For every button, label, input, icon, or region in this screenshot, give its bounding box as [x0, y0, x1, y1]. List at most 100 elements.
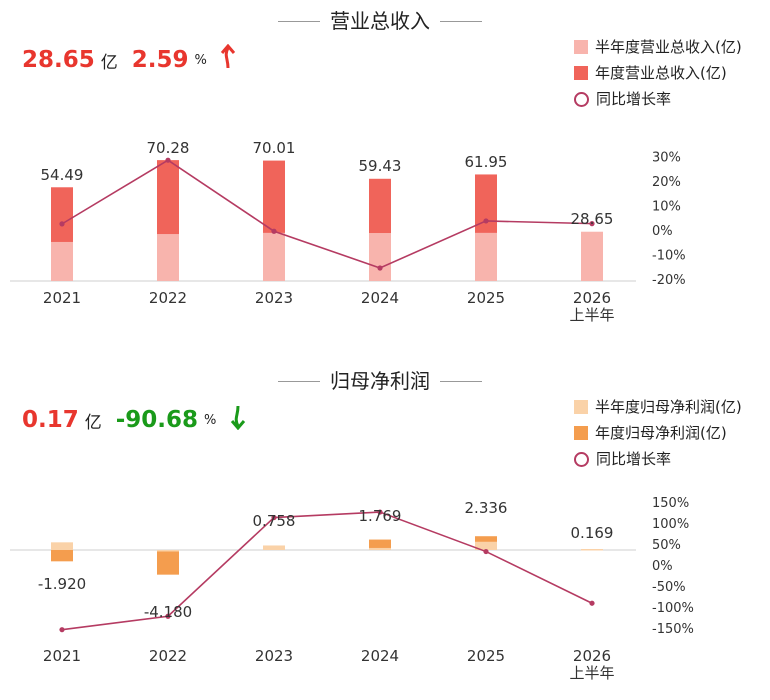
- right-axis-tick-label: 30%: [652, 151, 681, 166]
- x-tick-sublabel: 上半年: [569, 664, 614, 682]
- legend-label: 同比增长率: [596, 90, 672, 108]
- right-axis-tick-label: -150%: [652, 622, 694, 637]
- data-label-2021: 54.49: [41, 166, 84, 184]
- data-label-2024: 1.769: [359, 507, 402, 525]
- growth-point-2025: [483, 218, 489, 224]
- data-label-2022: -4.180: [144, 603, 192, 621]
- data-label-2026: 28.65: [571, 210, 614, 228]
- profit-headline-pct-unit: %: [204, 412, 217, 428]
- revenue-headline: 28.65 亿 2.59%: [22, 43, 236, 80]
- legend-item-yoy-growth[interactable]: 同比增长率: [574, 86, 742, 112]
- x-tick-label: 2022: [149, 647, 187, 665]
- growth-point-2024: [377, 265, 383, 271]
- profit-headline-unit: 亿: [84, 412, 102, 433]
- x-tick-label: 2026: [573, 289, 611, 307]
- bar-half-year-2022: [157, 550, 179, 552]
- bar-half-year-2024: [369, 547, 391, 550]
- data-label-2022: 70.28: [147, 139, 190, 157]
- legend-item-annual-revenue[interactable]: 年度营业总收入(亿): [574, 60, 742, 86]
- profit-panel: 归母净利润 0.17 亿 -90.68% 半年度归母净利润(亿) 年度归母净利润(亿…: [0, 360, 770, 700]
- profit-legend: 半年度归母净利润(亿) 年度归母净利润(亿) 同比增长率: [574, 394, 742, 472]
- data-label-2025: 2.336: [465, 499, 508, 517]
- growth-point-2024: [377, 509, 383, 515]
- right-axis-tick-label: -10%: [652, 249, 686, 264]
- legend-swatch: [574, 400, 588, 414]
- legend-label: 半年度营业总收入(亿): [595, 38, 742, 56]
- profit-chart-title: 归母净利润: [330, 369, 430, 393]
- bar-half-year-2025: [475, 232, 497, 281]
- growth-point-2021: [59, 221, 65, 227]
- x-tick-label: 2023: [255, 647, 293, 665]
- right-axis-tick-label: 150%: [652, 496, 689, 511]
- right-axis-tick-label: 50%: [652, 538, 681, 553]
- x-tick-label: 2024: [361, 647, 399, 665]
- revenue-headline-unit: 亿: [100, 52, 118, 73]
- data-label-2023: 70.01: [253, 139, 296, 157]
- revenue-panel: 营业总收入 28.65 亿 2.59% 半年度营业总收入(亿) 年度营业总收入(亿)…: [10, 9, 742, 324]
- legend-item-half-year-revenue[interactable]: 半年度营业总收入(亿): [574, 34, 742, 60]
- growth-point-2026: [589, 600, 595, 606]
- profit-headline-value: 0.17: [22, 407, 79, 433]
- bar-annual-2024: [369, 539, 391, 550]
- bar-half-year-2023: [263, 232, 285, 281]
- right-axis-tick-label: 0%: [652, 559, 673, 574]
- revenue-chart-title: 营业总收入: [330, 9, 430, 33]
- legend-swatch: [574, 426, 588, 440]
- revenue-chart: 54.49 70.28 70.01 59.43 61.95 28.65 2021 2022 20…: [10, 139, 686, 324]
- growth-point-2026: [589, 221, 595, 227]
- bar-half-year-2023: [263, 545, 285, 550]
- profit-title-wrap: 归母净利润: [270, 366, 490, 396]
- x-tick-label: 2026: [573, 647, 611, 665]
- legend-item-half-year-profit[interactable]: 半年度归母净利润(亿): [574, 394, 742, 420]
- bar-half-year-2026: [581, 231, 603, 281]
- bar-annual-2021: [51, 550, 73, 562]
- x-tick-label: 2025: [467, 289, 505, 307]
- legend-item-yoy-growth[interactable]: 同比增长率: [574, 446, 742, 472]
- x-tick-label: 2025: [467, 647, 505, 665]
- right-axis-tick-label: 100%: [652, 517, 689, 532]
- data-label-2026: 0.169: [571, 524, 614, 542]
- growth-point-2023: [271, 228, 277, 234]
- bar-half-year-2026: [581, 549, 603, 551]
- growth-line: [61, 159, 593, 269]
- title-rule-left: [278, 21, 320, 22]
- x-tick-label: 2021: [43, 289, 81, 307]
- bar-annual-2022: [157, 550, 179, 575]
- right-axis-tick-label: -20%: [652, 273, 686, 288]
- trend-up-arrow-icon: [220, 43, 236, 76]
- data-label-2025: 61.95: [465, 153, 508, 171]
- title-rule-right: [440, 381, 482, 382]
- right-axis-tick-label: 10%: [652, 200, 681, 215]
- bar-half-year-2025: [475, 541, 497, 550]
- growth-point-2022: [165, 157, 171, 163]
- legend-label: 同比增长率: [596, 450, 672, 468]
- x-tick-label: 2021: [43, 647, 81, 665]
- data-label-2024: 59.43: [359, 157, 402, 175]
- legend-circle-icon: [574, 92, 589, 107]
- growth-point-2021: [59, 627, 65, 633]
- legend-swatch: [574, 40, 588, 54]
- legend-label: 年度归母净利润(亿): [595, 424, 727, 442]
- bar-half-year-2024: [369, 233, 391, 281]
- growth-line: [61, 511, 593, 631]
- x-tick-label: 2023: [255, 289, 293, 307]
- trend-down-arrow-icon: [230, 404, 246, 436]
- revenue-headline-pct-unit: %: [194, 52, 207, 68]
- x-tick-label: 2024: [361, 289, 399, 307]
- growth-point-2023: [271, 514, 277, 521]
- right-axis-tick-label: -50%: [652, 580, 686, 595]
- bar-half-year-2021: [51, 241, 73, 281]
- legend-label: 半年度归母净利润(亿): [595, 398, 742, 416]
- revenue-headline-pct: 2.59: [131, 47, 189, 73]
- right-axis-tick-label: 0%: [652, 224, 673, 239]
- profit-headline-pct: -90.68: [115, 407, 199, 433]
- bar-half-year-2022: [157, 234, 179, 281]
- legend-label: 年度营业总收入(亿): [595, 64, 727, 82]
- growth-point-2022: [165, 613, 171, 619]
- growth-point-2025: [483, 548, 489, 555]
- revenue-headline-value: 28.65: [22, 47, 95, 73]
- title-rule-left: [278, 381, 320, 382]
- title-rule-right: [440, 21, 482, 22]
- legend-item-annual-profit[interactable]: 年度归母净利润(亿): [574, 420, 742, 446]
- data-label-2021: -1.920: [38, 575, 86, 593]
